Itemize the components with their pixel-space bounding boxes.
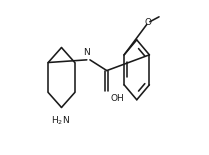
Text: N: N bbox=[83, 48, 89, 57]
Text: OH: OH bbox=[111, 94, 124, 103]
Text: O: O bbox=[145, 18, 152, 27]
Text: H$_2$N: H$_2$N bbox=[51, 114, 70, 127]
